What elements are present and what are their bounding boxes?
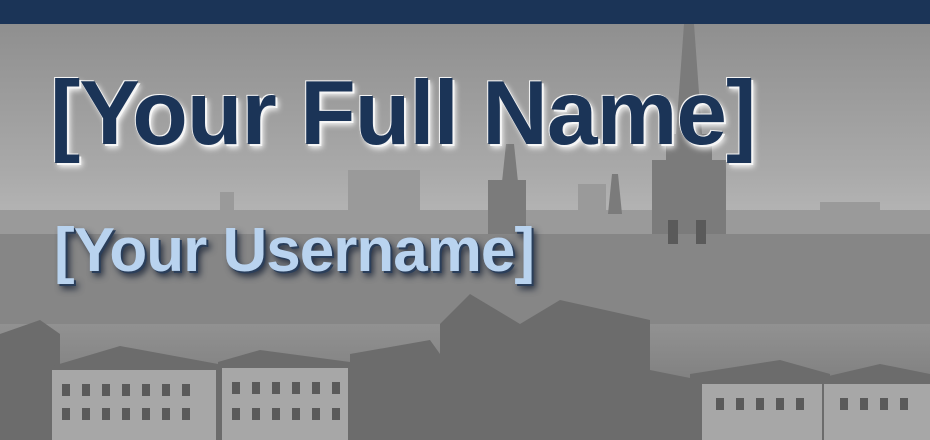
username-heading: [Your Username]	[54, 216, 535, 285]
top-bar	[0, 0, 930, 24]
full-name-heading: [Your Full Name]	[50, 63, 756, 164]
city-skyline-photo	[0, 24, 930, 440]
